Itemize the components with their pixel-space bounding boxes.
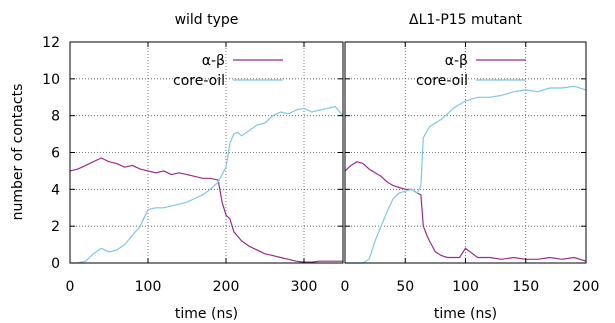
panel-title: ΔL1-P15 mutant [409, 12, 522, 28]
panel-wild-type: 0 2 4 6 8 10 12 0 100 200 300 wild type time (ns) α-β… [42, 12, 344, 322]
x-tick-label: 200 [213, 279, 240, 295]
y-tick-label: 0 [51, 256, 60, 272]
legend-label: core-oil [416, 73, 468, 89]
x-tick-label: 200 [573, 279, 600, 295]
y-tick-label: 2 [51, 219, 60, 235]
series-line-alpha-beta [69, 157, 343, 263]
series-line-alpha-beta [344, 161, 587, 262]
x-axis-label: time (ns) [175, 306, 238, 322]
panel-mutant: 0 50 100 150 200 ΔL1-P15 mutant time (ns) α-β co… [341, 12, 600, 322]
series-line-core-oil [70, 105, 344, 264]
x-tick-label: 100 [452, 279, 479, 295]
x-tick-label: 0 [341, 279, 350, 295]
panel-title: wild type [175, 12, 239, 28]
x-tick-label: 300 [291, 279, 318, 295]
x-tick-label: 50 [396, 279, 414, 295]
x-tick-label: 0 [66, 279, 75, 295]
x-tick-label: 150 [512, 279, 539, 295]
x-axis-label: time (ns) [434, 306, 497, 322]
legend-label: core-oil [173, 73, 225, 89]
y-tick-label: 8 [51, 109, 60, 125]
series-line-core-oil [345, 85, 587, 264]
y-tick-label: 6 [51, 146, 60, 162]
y-axis-label: number of contacts [10, 84, 26, 221]
y-tick-label: 4 [51, 182, 60, 198]
legend-label: α-β [202, 53, 225, 69]
y-tick-label: 10 [42, 72, 60, 88]
x-tick-label: 100 [135, 279, 162, 295]
y-tick-label: 12 [42, 35, 60, 51]
legend-label: α-β [445, 53, 468, 69]
